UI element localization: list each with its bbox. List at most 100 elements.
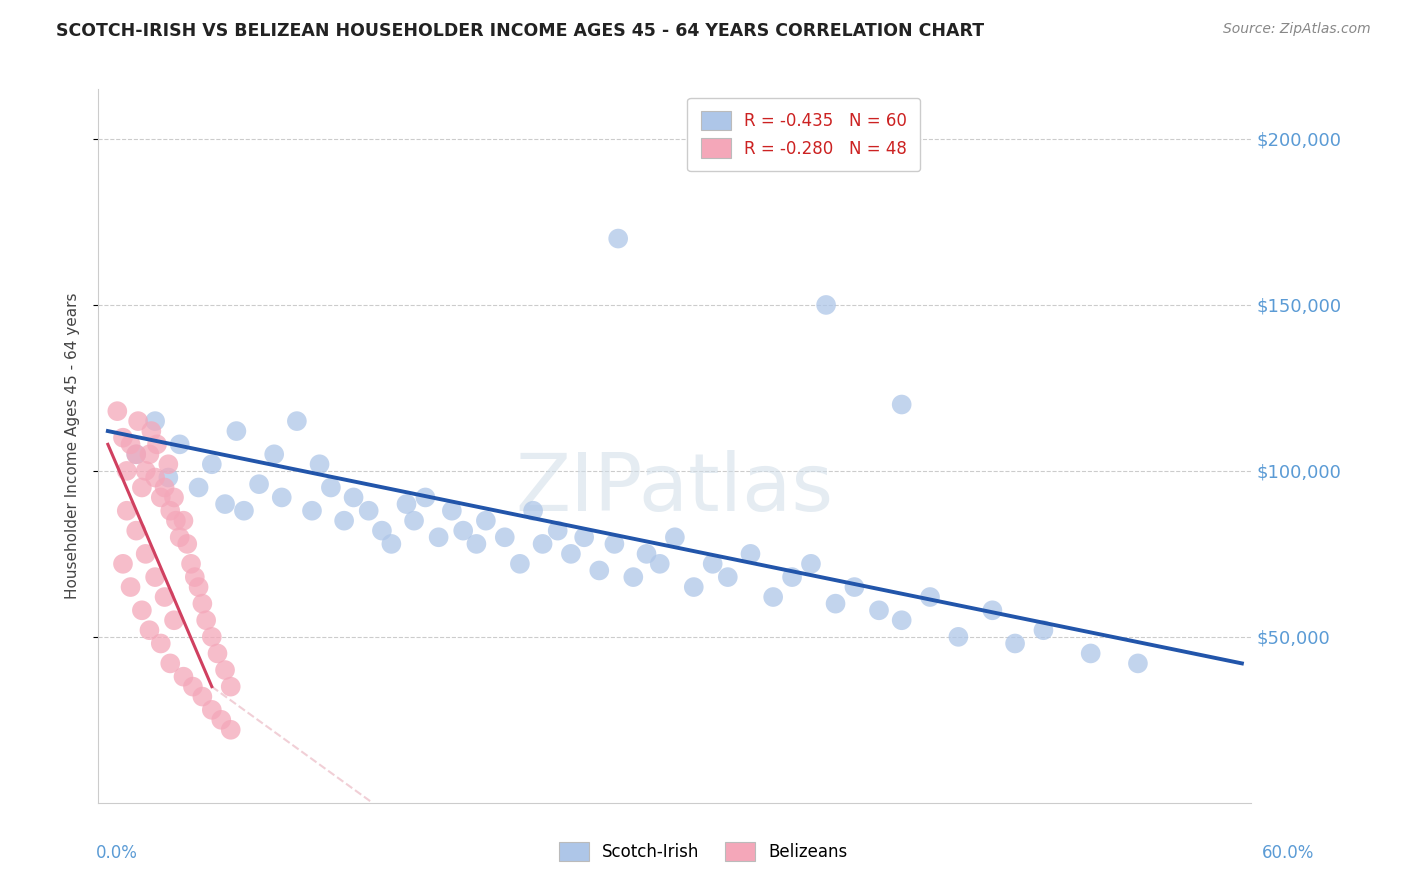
Text: ZIPatlas: ZIPatlas bbox=[516, 450, 834, 528]
Point bbox=[402, 514, 425, 528]
Point bbox=[247, 477, 270, 491]
Point bbox=[800, 557, 823, 571]
Point bbox=[948, 630, 970, 644]
Point bbox=[165, 514, 187, 528]
Legend: Scotch-Irish, Belizeans: Scotch-Irish, Belizeans bbox=[553, 835, 853, 868]
Point bbox=[143, 570, 166, 584]
Point bbox=[219, 723, 242, 737]
Text: 0.0%: 0.0% bbox=[96, 844, 138, 862]
Point bbox=[603, 537, 626, 551]
Point bbox=[225, 424, 247, 438]
Point bbox=[184, 570, 207, 584]
Point bbox=[141, 424, 163, 438]
Point bbox=[572, 530, 595, 544]
Point bbox=[163, 491, 186, 505]
Point bbox=[159, 657, 181, 671]
Point bbox=[143, 414, 166, 428]
Point bbox=[636, 547, 658, 561]
Point bbox=[111, 557, 134, 571]
Point bbox=[475, 514, 498, 528]
Point bbox=[120, 437, 142, 451]
Point bbox=[270, 491, 292, 505]
Point bbox=[169, 530, 191, 544]
Point bbox=[1032, 624, 1054, 638]
Point bbox=[824, 597, 846, 611]
Point bbox=[157, 470, 180, 484]
Point bbox=[120, 580, 142, 594]
Point bbox=[621, 570, 644, 584]
Point bbox=[214, 663, 236, 677]
Point bbox=[780, 570, 803, 584]
Point bbox=[702, 557, 724, 571]
Point bbox=[153, 590, 176, 604]
Point bbox=[176, 537, 198, 551]
Point bbox=[762, 590, 785, 604]
Point bbox=[172, 514, 194, 528]
Point bbox=[214, 497, 236, 511]
Text: Source: ZipAtlas.com: Source: ZipAtlas.com bbox=[1223, 22, 1371, 37]
Point bbox=[844, 580, 866, 594]
Point bbox=[509, 557, 531, 571]
Point bbox=[395, 497, 418, 511]
Point bbox=[522, 504, 544, 518]
Point bbox=[153, 481, 176, 495]
Point bbox=[1004, 636, 1026, 650]
Point bbox=[187, 481, 209, 495]
Point bbox=[138, 624, 160, 638]
Point bbox=[180, 557, 202, 571]
Point bbox=[127, 414, 149, 428]
Point bbox=[815, 298, 838, 312]
Point bbox=[131, 481, 153, 495]
Point bbox=[342, 491, 364, 505]
Point bbox=[531, 537, 554, 551]
Point bbox=[357, 504, 380, 518]
Point bbox=[664, 530, 686, 544]
Point bbox=[717, 570, 740, 584]
Point bbox=[1126, 657, 1149, 671]
Point bbox=[149, 491, 172, 505]
Point bbox=[138, 447, 160, 461]
Point bbox=[494, 530, 516, 544]
Point bbox=[682, 580, 704, 594]
Point bbox=[149, 636, 172, 650]
Point bbox=[115, 464, 138, 478]
Point bbox=[163, 613, 186, 627]
Point bbox=[135, 464, 157, 478]
Point bbox=[415, 491, 437, 505]
Point bbox=[125, 524, 148, 538]
Point bbox=[890, 613, 912, 627]
Point bbox=[146, 437, 169, 451]
Point bbox=[207, 647, 229, 661]
Point bbox=[172, 670, 194, 684]
Point bbox=[380, 537, 402, 551]
Point bbox=[319, 481, 342, 495]
Point bbox=[191, 690, 214, 704]
Point bbox=[465, 537, 488, 551]
Text: SCOTCH-IRISH VS BELIZEAN HOUSEHOLDER INCOME AGES 45 - 64 YEARS CORRELATION CHART: SCOTCH-IRISH VS BELIZEAN HOUSEHOLDER INC… bbox=[56, 22, 984, 40]
Point bbox=[868, 603, 890, 617]
Point bbox=[285, 414, 308, 428]
Point bbox=[890, 397, 912, 411]
Point bbox=[308, 457, 330, 471]
Point bbox=[201, 457, 224, 471]
Point bbox=[115, 504, 138, 518]
Point bbox=[191, 597, 214, 611]
Point bbox=[233, 504, 256, 518]
Point bbox=[135, 547, 157, 561]
Y-axis label: Householder Income Ages 45 - 64 years: Householder Income Ages 45 - 64 years bbox=[65, 293, 80, 599]
Point bbox=[427, 530, 450, 544]
Point bbox=[201, 703, 224, 717]
Point bbox=[125, 447, 148, 461]
Point bbox=[301, 504, 323, 518]
Point bbox=[371, 524, 394, 538]
Legend: R = -0.435   N = 60, R = -0.280   N = 48: R = -0.435 N = 60, R = -0.280 N = 48 bbox=[688, 97, 920, 171]
Point bbox=[648, 557, 671, 571]
Point bbox=[159, 504, 181, 518]
Point bbox=[263, 447, 285, 461]
Point bbox=[111, 431, 134, 445]
Point bbox=[169, 437, 191, 451]
Point bbox=[187, 580, 209, 594]
Point bbox=[451, 524, 474, 538]
Point bbox=[918, 590, 941, 604]
Point bbox=[607, 231, 630, 245]
